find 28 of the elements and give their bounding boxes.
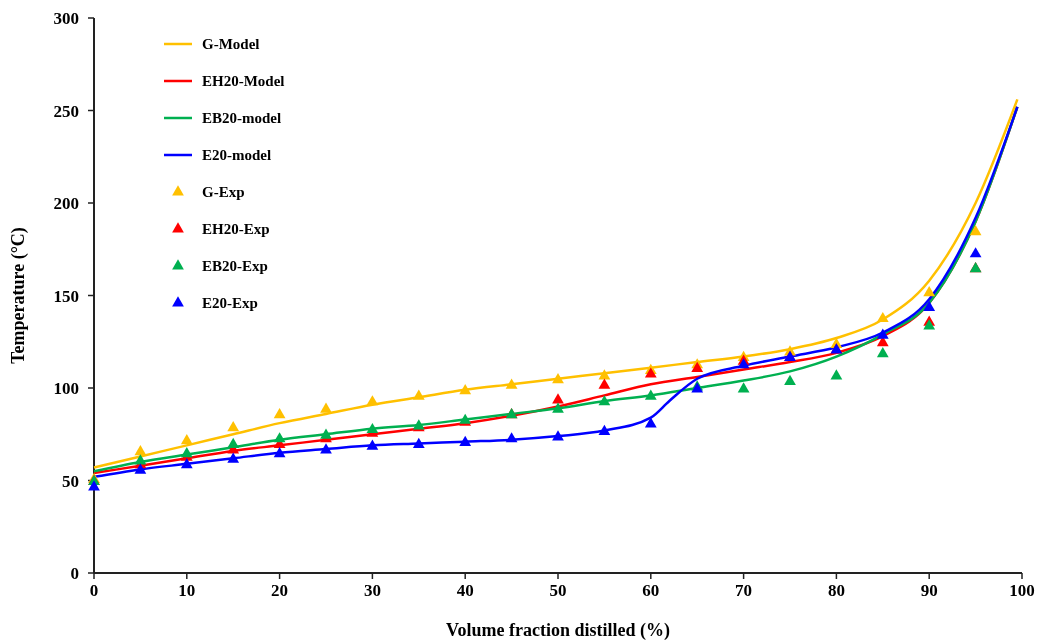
- x-tick-label: 80: [827, 581, 845, 600]
- y-tick-label: 150: [53, 286, 79, 306]
- x-tick-label: 40: [456, 581, 474, 600]
- x-tick-label: 0: [89, 581, 99, 600]
- x-tick-label: 30: [363, 581, 381, 600]
- legend-label: EH20-Model: [202, 73, 285, 89]
- x-tick-label: 90: [920, 581, 938, 600]
- y-tick-label: 200: [53, 194, 79, 213]
- y-axis-title: Temperature (°C): [8, 227, 29, 364]
- x-tick-label: 50: [549, 581, 567, 600]
- legend-label: EB20-model: [202, 110, 282, 126]
- legend-label: E20-Exp: [202, 295, 258, 311]
- x-tick-label: 70: [735, 581, 753, 600]
- x-tick-label: 10: [178, 581, 196, 600]
- legend-label: G-Exp: [202, 184, 245, 200]
- x-tick-label: 20: [271, 581, 289, 600]
- legend-label: E20-model: [202, 147, 272, 163]
- x-axis-title: Volume fraction distilled (%): [446, 620, 670, 641]
- legend-label: G-Model: [202, 36, 260, 52]
- x-tick-label: 60: [642, 581, 660, 600]
- x-tick-label: 100: [1009, 581, 1035, 600]
- y-tick-label: 300: [53, 9, 79, 28]
- y-tick-label: 100: [53, 379, 79, 398]
- legend-label: EB20-Exp: [202, 258, 268, 274]
- y-tick-label: 250: [53, 101, 79, 121]
- y-tick-label: 0: [70, 564, 79, 583]
- y-tick-label: 50: [62, 471, 79, 491]
- legend-label: EH20-Exp: [202, 221, 270, 237]
